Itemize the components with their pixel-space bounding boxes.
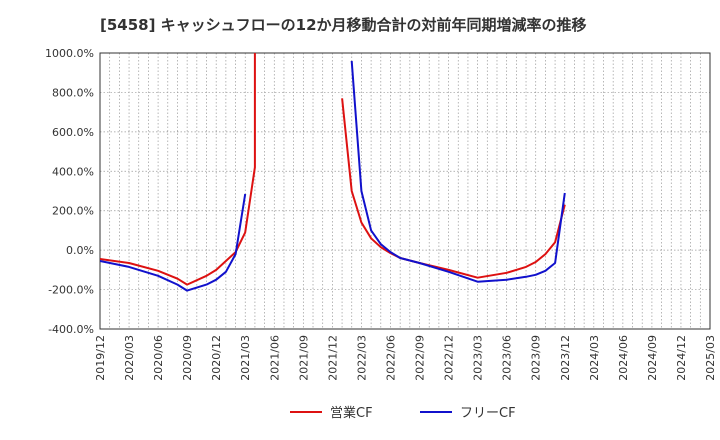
series-line-operating-cf xyxy=(100,53,256,286)
x-tick-label: 2021/06 xyxy=(268,335,281,381)
x-tick-label: 2023/03 xyxy=(472,335,485,381)
x-tick-label: 2022/03 xyxy=(355,335,368,381)
x-tick-label: 2023/09 xyxy=(530,335,543,381)
series-line-free-cf xyxy=(100,193,247,292)
x-tick-label: 2023/06 xyxy=(501,335,514,381)
x-tick-label: 2021/03 xyxy=(239,335,252,381)
x-tick-label: 2024/03 xyxy=(588,335,601,381)
chart-title: [5458] キャッシュフローの12か月移動合計の対前年同期増減率の推移 xyxy=(100,16,587,34)
x-tick-label: 2024/06 xyxy=(617,335,630,381)
y-tick-label: 200.0% xyxy=(52,205,94,218)
x-tick-label: 2024/09 xyxy=(646,335,659,381)
x-tick-label: 2024/12 xyxy=(675,335,688,381)
x-tick-label: 2020/03 xyxy=(123,335,136,381)
x-tick-label: 2021/09 xyxy=(297,335,310,381)
plot-area xyxy=(100,53,710,329)
y-tick-label: 800.0% xyxy=(52,86,94,99)
x-tick-label: 2020/12 xyxy=(210,335,223,381)
y-tick-label: 1000.0% xyxy=(45,47,94,60)
plot-border xyxy=(99,52,711,330)
x-tick-label: 2023/12 xyxy=(559,335,572,381)
y-tick-label: 600.0% xyxy=(52,126,94,139)
x-tick-label: 2022/09 xyxy=(414,335,427,381)
x-tick-label: 2020/09 xyxy=(181,335,194,381)
x-tick-label: 2025/03 xyxy=(704,335,717,381)
x-tick-label: 2022/12 xyxy=(443,335,456,381)
x-tick-label: 2021/12 xyxy=(326,335,339,381)
y-tick-label: -400.0% xyxy=(48,323,94,336)
x-tick-label: 2022/06 xyxy=(384,335,397,381)
y-tick-label: 400.0% xyxy=(52,165,94,178)
x-tick-label: 2019/12 xyxy=(94,335,107,381)
y-tick-label: 0.0% xyxy=(66,244,94,257)
legend-label: フリーCF xyxy=(460,406,516,421)
x-tick-label: 2020/06 xyxy=(152,335,165,381)
y-tick-label: -200.0% xyxy=(48,284,94,297)
series-line-free-cf xyxy=(350,60,566,283)
legend-label: 営業CF xyxy=(330,405,373,421)
